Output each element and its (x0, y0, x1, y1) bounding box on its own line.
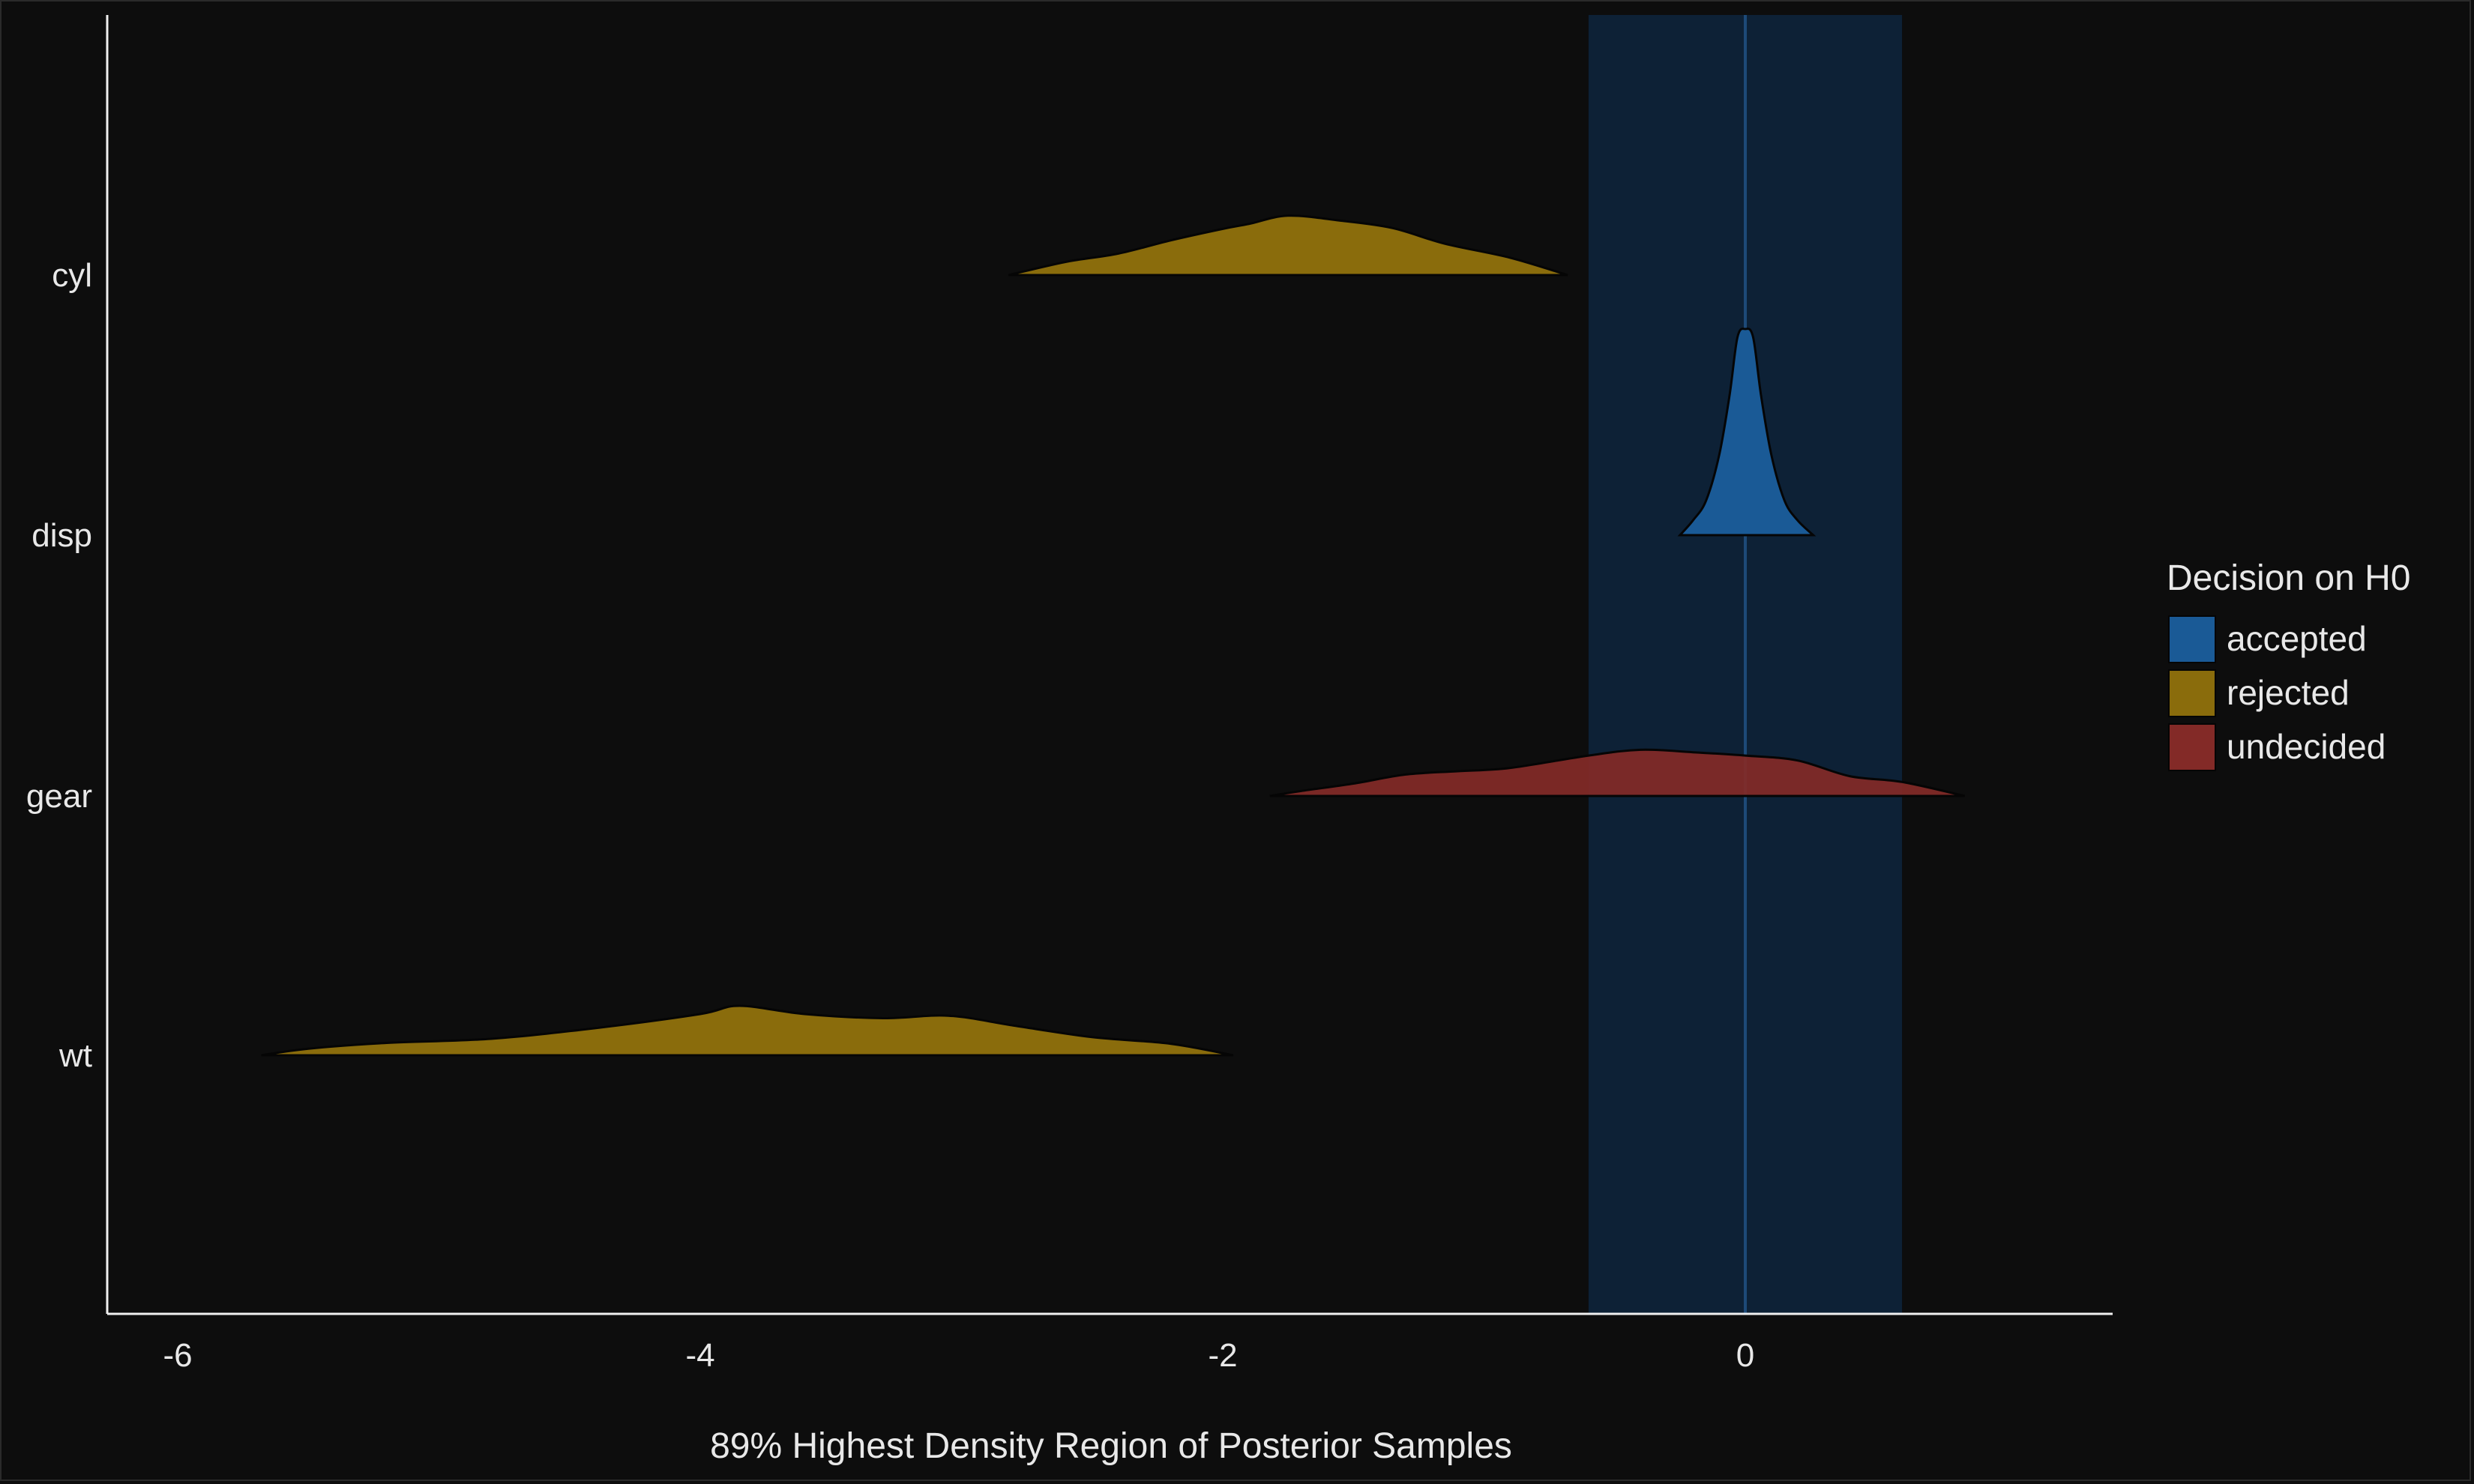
ridges (261, 214, 1966, 1057)
y-tick-label: wt (58, 1037, 92, 1074)
legend-swatch-undecided (2168, 723, 2216, 771)
x-tick-label: -2 (1208, 1337, 1237, 1374)
x-tick-labels: -6 -4 -2 0 (163, 1337, 1754, 1374)
ridge-disp (1677, 328, 1817, 537)
ridge-wt (261, 1004, 1234, 1057)
y-tick-label: disp (31, 517, 92, 554)
legend-swatch-accepted (2168, 615, 2216, 663)
ridge-cyl (1008, 214, 1568, 277)
ridge-gear (1269, 748, 1966, 797)
legend-swatch-rejected (2168, 669, 2216, 717)
legend-title: Decision on H0 (2167, 558, 2411, 598)
legend-label-undecided: undecided (2227, 727, 2386, 766)
x-tick-label: 0 (1736, 1337, 1754, 1374)
x-axis-title: 89% Highest Density Region of Posterior … (710, 1426, 1512, 1466)
y-tick-labels: cyl disp gear wt (26, 257, 92, 1074)
y-tick-label: gear (26, 778, 92, 815)
x-tick-label: -6 (163, 1337, 192, 1374)
legend-label-rejected: rejected (2227, 673, 2350, 712)
x-tick-label: -4 (685, 1337, 714, 1374)
legend: accepted rejected undecided (2168, 615, 2386, 771)
y-tick-label: cyl (52, 257, 92, 294)
legend-label-accepted: accepted (2227, 619, 2367, 658)
